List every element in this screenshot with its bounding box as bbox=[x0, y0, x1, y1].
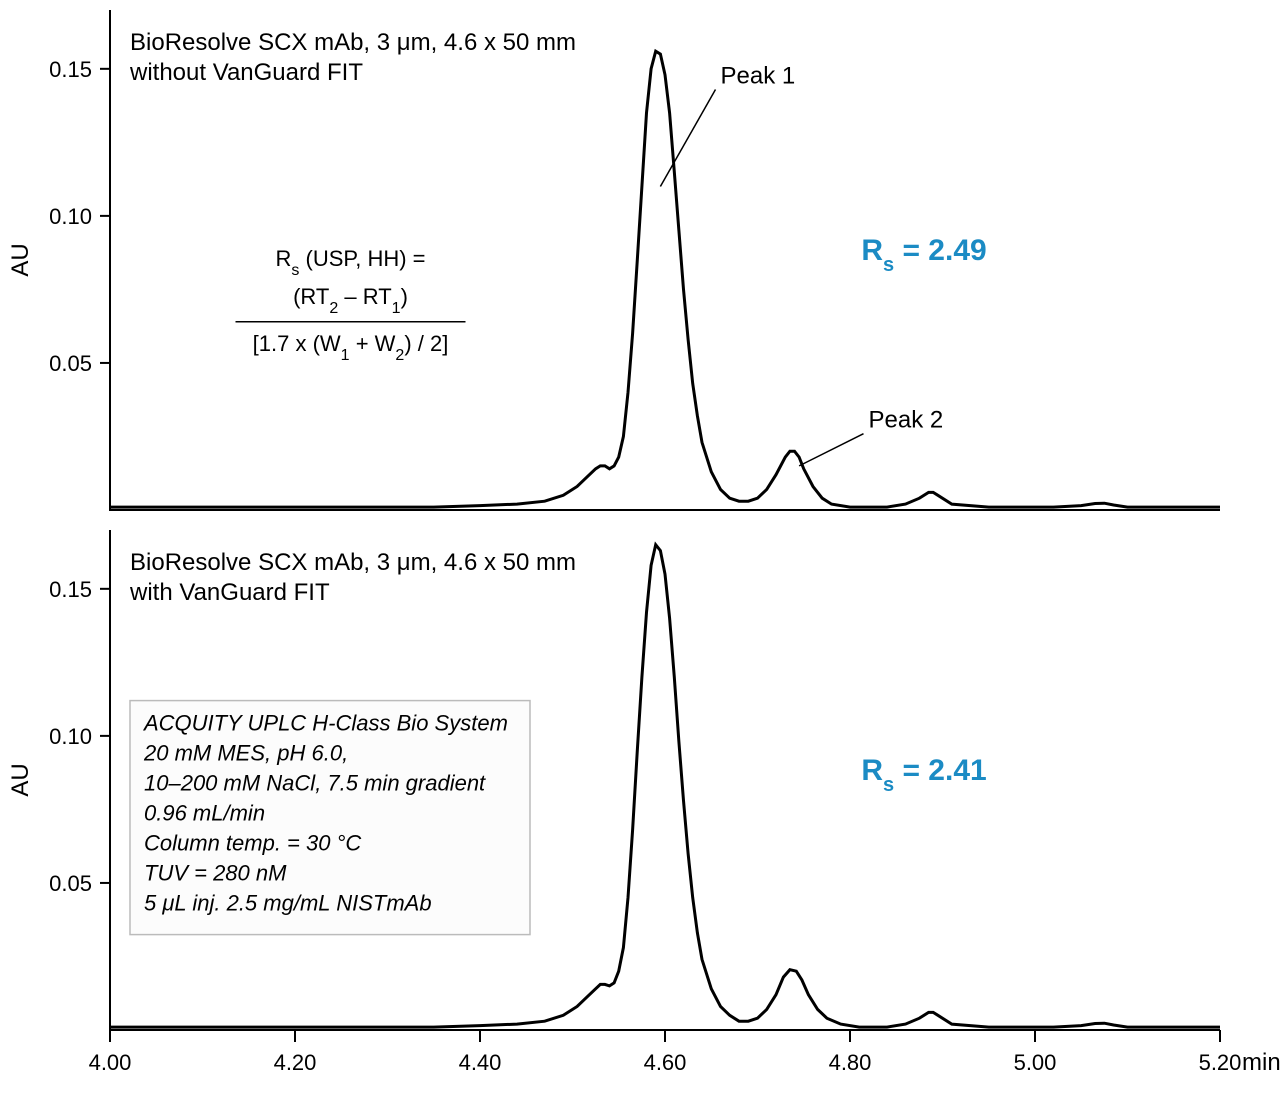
x-tick-label: 4.20 bbox=[274, 1050, 317, 1075]
panel-title-line: BioResolve SCX mAb, 3 μm, 4.6 x 50 mm bbox=[130, 29, 576, 56]
conditions-line: 5 μL inj. 2.5 mg/mL NISTmAb bbox=[144, 891, 432, 916]
y-tick-label: 0.15 bbox=[49, 577, 92, 602]
x-axis-label: min bbox=[1242, 1049, 1280, 1076]
y-tick-label: 0.10 bbox=[49, 724, 92, 749]
conditions-line: 20 mM MES, pH 6.0, bbox=[143, 741, 348, 766]
conditions-line: 0.96 mL/min bbox=[144, 801, 265, 826]
x-tick-label: 4.80 bbox=[829, 1050, 872, 1075]
x-tick-label: 5.00 bbox=[1014, 1050, 1057, 1075]
x-tick-label: 4.00 bbox=[89, 1050, 132, 1075]
y-tick-label: 0.05 bbox=[49, 871, 92, 896]
formula-denominator: [1.7 x (W1 + W2) / 2] bbox=[253, 331, 449, 364]
leader-line bbox=[799, 434, 863, 466]
peak-label: Peak 1 bbox=[721, 63, 796, 90]
rs-value: Rs = 2.41 bbox=[861, 754, 986, 796]
x-tick-label: 4.40 bbox=[459, 1050, 502, 1075]
panel-title-line: with VanGuard FIT bbox=[129, 579, 330, 606]
panel-bottom: 0.05 0.10 0.15 AU BioResolve SCX mAb, 3 μm, … bbox=[7, 530, 1220, 1030]
x-tick-label: 4.60 bbox=[644, 1050, 687, 1075]
conditions-line: Column temp. = 30 °C bbox=[144, 831, 361, 856]
conditions-line: ACQUITY UPLC H-Class Bio System bbox=[142, 711, 508, 736]
chromatogram-trace bbox=[110, 51, 1220, 507]
chromatogram-figure: 0.05 0.10 0.15 AU BioResolve SCX mAb, 3 μm, … bbox=[0, 0, 1280, 1110]
y-tick-label: 0.10 bbox=[49, 204, 92, 229]
panel-top: 0.05 0.10 0.15 AU BioResolve SCX mAb, 3 μm, … bbox=[7, 10, 1220, 510]
y-tick-label: 0.05 bbox=[49, 351, 92, 376]
y-axis-label: AU bbox=[7, 763, 34, 796]
y-axis-label: AU bbox=[7, 243, 34, 276]
y-tick-label: 0.15 bbox=[49, 57, 92, 82]
formula-numerator: (RT2 – RT1) bbox=[293, 284, 408, 317]
peak-label: Peak 2 bbox=[869, 407, 944, 434]
panel-title-line: without VanGuard FIT bbox=[129, 59, 363, 86]
formula-top: Rs (USP, HH) = bbox=[275, 246, 425, 279]
x-tick-label: 5.20 bbox=[1199, 1050, 1242, 1075]
chart-svg: 0.05 0.10 0.15 AU BioResolve SCX mAb, 3 μm, … bbox=[0, 0, 1280, 1110]
conditions-line: 10–200 mM NaCl, 7.5 min gradient bbox=[144, 771, 486, 796]
panel-title-line: BioResolve SCX mAb, 3 μm, 4.6 x 50 mm bbox=[130, 549, 576, 576]
conditions-line: TUV = 280 nM bbox=[144, 861, 287, 886]
rs-value: Rs = 2.49 bbox=[861, 234, 986, 276]
